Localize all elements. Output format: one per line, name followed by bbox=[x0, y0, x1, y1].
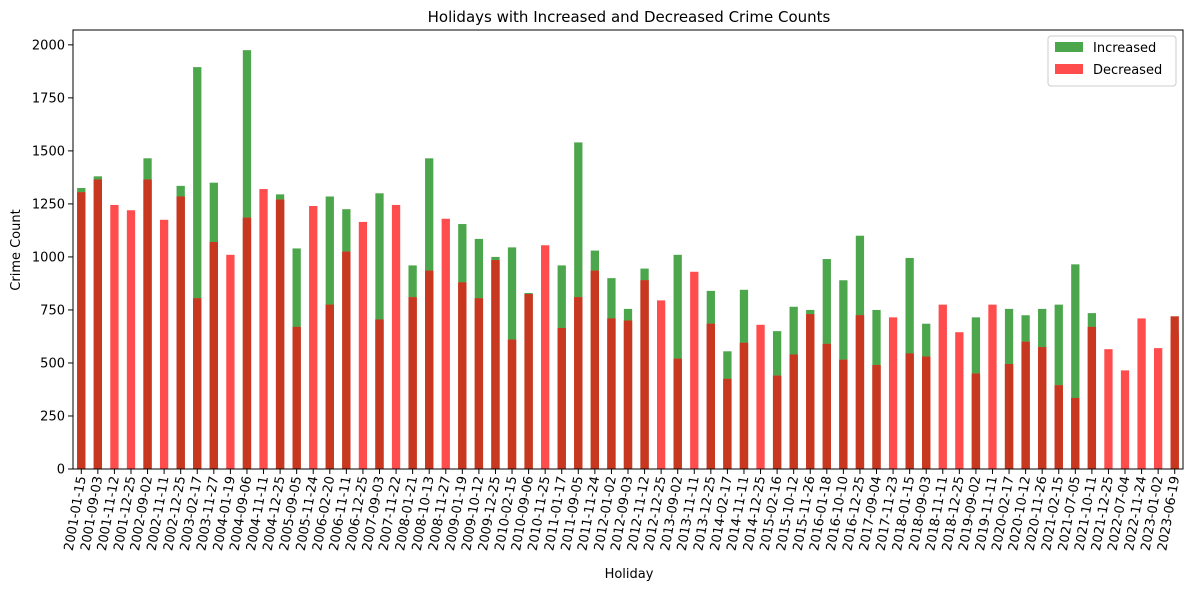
y-tick-label: 250 bbox=[40, 409, 65, 424]
bar-overlap bbox=[1038, 347, 1047, 469]
y-axis: 0 250 500 750 1000 1250 1500 1750 2000 bbox=[32, 38, 73, 478]
bar-increased bbox=[1071, 264, 1080, 469]
bar-overlap bbox=[673, 358, 682, 469]
legend-label-decreased: Decreased bbox=[1093, 63, 1162, 78]
bar-overlap bbox=[772, 375, 782, 469]
bar-overlap bbox=[623, 320, 633, 469]
bar-overlap bbox=[325, 304, 334, 469]
bar-overlap bbox=[706, 323, 715, 469]
bar-overlap bbox=[176, 196, 185, 469]
bar-overlap bbox=[855, 315, 865, 469]
x-axis: 2001-01-152001-09-032001-11-122001-12-25… bbox=[62, 469, 1183, 552]
bar-decreased bbox=[259, 189, 268, 469]
x-axis-title: Holiday bbox=[605, 567, 654, 582]
y-tick-label: 750 bbox=[40, 303, 65, 318]
bar-decreased bbox=[541, 245, 550, 469]
y-tick-label: 1000 bbox=[32, 250, 65, 265]
bar-decreased bbox=[888, 317, 898, 469]
y-tick-label: 2000 bbox=[32, 38, 65, 53]
bar-overlap bbox=[971, 373, 981, 469]
bar-overlap bbox=[806, 314, 815, 469]
bar-overlap bbox=[93, 179, 102, 469]
bar-overlap bbox=[242, 217, 252, 469]
bar-overlap bbox=[507, 339, 517, 469]
bar-overlap bbox=[342, 251, 351, 469]
bar-overlap bbox=[822, 343, 831, 469]
bar-decreased bbox=[756, 324, 765, 469]
bar-overlap bbox=[275, 199, 285, 469]
bar-decreased bbox=[690, 271, 699, 469]
bar-overlap bbox=[922, 356, 931, 469]
bar-decreased bbox=[226, 254, 235, 469]
bar-overlap bbox=[474, 298, 484, 469]
bar-decreased bbox=[1154, 348, 1163, 469]
y-axis-title: Crime Count bbox=[9, 209, 24, 290]
bar-overlap bbox=[143, 179, 152, 469]
bar-decreased bbox=[441, 218, 450, 469]
bar-decreased bbox=[358, 221, 368, 469]
bar-overlap bbox=[789, 354, 798, 469]
bar-overlap bbox=[425, 270, 434, 469]
bars-group bbox=[77, 50, 1179, 470]
bar-overlap bbox=[1004, 364, 1014, 469]
bar-extra bbox=[1170, 316, 1179, 469]
y-tick-label: 1250 bbox=[32, 197, 65, 212]
bar-decreased bbox=[391, 204, 401, 469]
bar-decreased bbox=[1104, 349, 1113, 469]
bar-decreased bbox=[656, 300, 666, 469]
bar-overlap bbox=[193, 298, 202, 469]
y-tick-label: 500 bbox=[40, 356, 65, 371]
legend: Increased Decreased bbox=[1047, 35, 1177, 87]
bar-increased bbox=[193, 67, 202, 469]
bar-decreased bbox=[1137, 318, 1146, 469]
bar-decreased bbox=[1120, 370, 1130, 469]
bar-overlap bbox=[557, 327, 566, 469]
y-tick-label: 0 bbox=[57, 463, 65, 478]
bar-overlap bbox=[839, 359, 848, 469]
legend-swatch-increased bbox=[1055, 42, 1083, 52]
bar-overlap bbox=[292, 326, 301, 469]
y-tick-label: 1500 bbox=[32, 144, 65, 159]
bar-overlap bbox=[574, 297, 583, 469]
bar-overlap bbox=[590, 270, 600, 469]
bar-overlap bbox=[640, 280, 649, 469]
bar-overlap bbox=[905, 353, 914, 469]
bar-overlap bbox=[408, 297, 417, 469]
bar-overlap bbox=[1087, 326, 1097, 469]
bar-decreased bbox=[126, 210, 136, 470]
bar-decreased bbox=[159, 219, 169, 469]
bar-overlap bbox=[739, 342, 749, 469]
bar-decreased bbox=[110, 204, 119, 469]
bar-overlap bbox=[77, 192, 86, 469]
bar-overlap bbox=[375, 319, 384, 469]
legend-swatch-decreased bbox=[1055, 64, 1083, 74]
bar-decreased bbox=[938, 304, 947, 469]
bar-overlap bbox=[1054, 385, 1063, 469]
bar-overlap bbox=[491, 260, 500, 469]
plot-frame bbox=[72, 29, 1184, 470]
bar-overlap bbox=[723, 378, 732, 469]
bar-overlap bbox=[458, 282, 467, 469]
y-tick-label: 1750 bbox=[32, 91, 65, 106]
bar-overlap bbox=[1071, 397, 1080, 469]
chart-title: Holidays with Increased and Decreased Cr… bbox=[428, 8, 831, 26]
bar-overlap bbox=[607, 318, 616, 469]
bar-overlap bbox=[872, 365, 881, 469]
bar-overlap bbox=[209, 242, 218, 469]
bar-overlap bbox=[1021, 341, 1030, 469]
legend-label-increased: Increased bbox=[1093, 41, 1156, 56]
bar-decreased bbox=[988, 304, 997, 469]
bar-decreased bbox=[955, 332, 964, 469]
bar-overlap bbox=[524, 294, 533, 469]
bar-decreased bbox=[309, 206, 318, 469]
